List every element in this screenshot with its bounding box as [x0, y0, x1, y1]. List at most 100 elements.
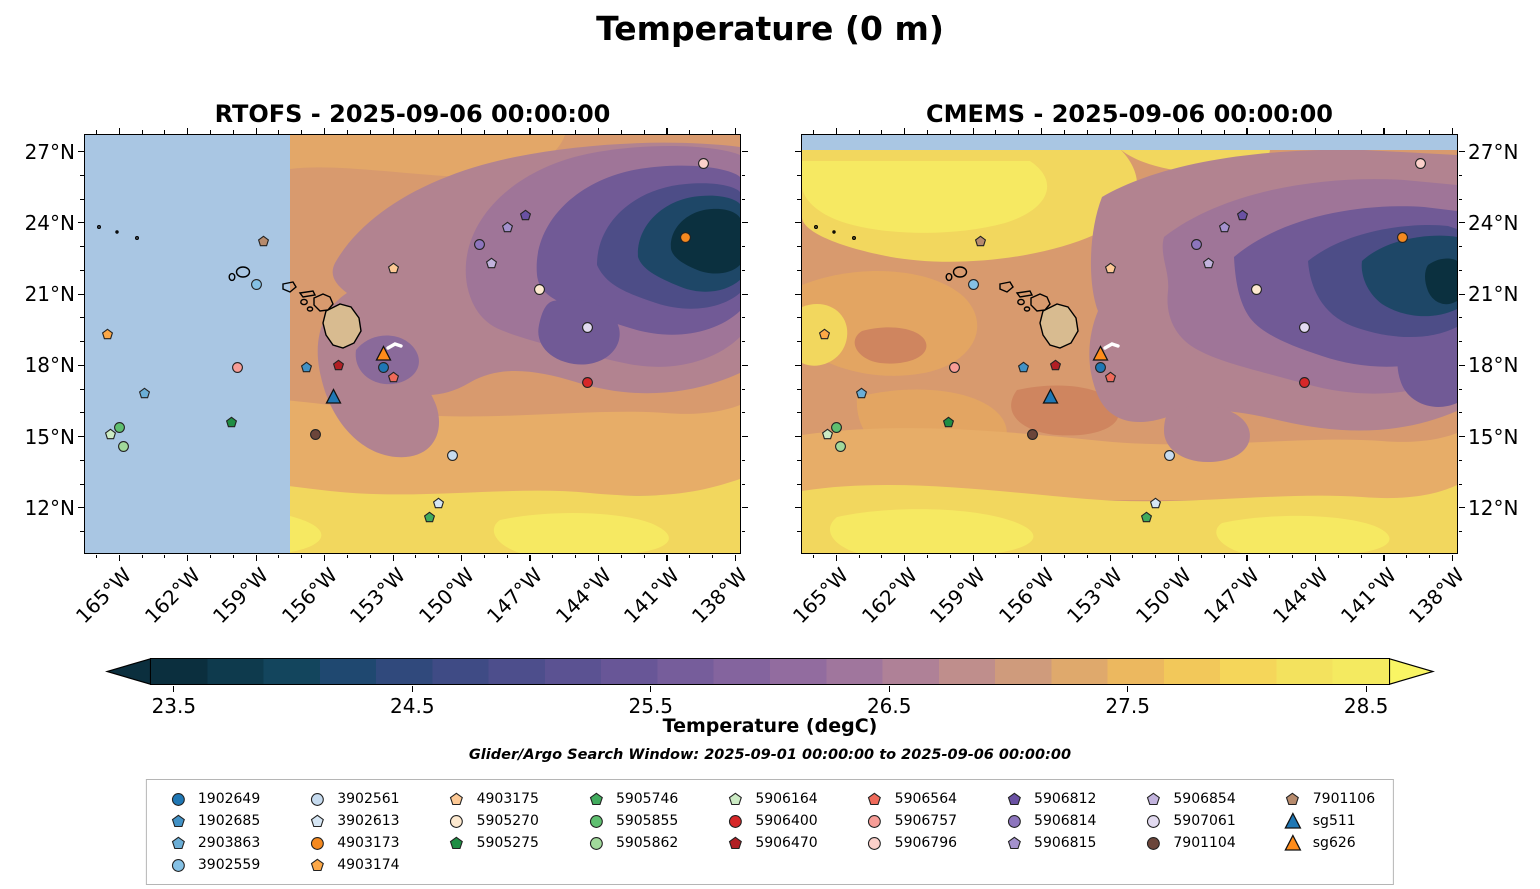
tick-mark	[255, 554, 257, 561]
legend-label: sg511	[1312, 813, 1356, 829]
tick-mark	[77, 436, 84, 438]
tick-mark	[741, 246, 745, 248]
float-marker-sg511	[1042, 387, 1059, 405]
tick-mark	[438, 554, 440, 558]
float-marker-2903863	[138, 387, 151, 400]
legend-item-5907061: 5907061	[1140, 811, 1236, 831]
tick-mark	[643, 130, 645, 134]
tick-mark	[187, 554, 189, 561]
tick-mark	[797, 341, 801, 343]
tick-mark	[881, 554, 883, 558]
tick-mark	[797, 531, 801, 533]
tick-mark	[80, 174, 84, 176]
float-marker-5905855	[830, 421, 843, 434]
tick-mark	[995, 130, 997, 134]
tick-mark	[797, 388, 801, 390]
legend-item-2903863: 2903863	[165, 833, 260, 853]
legend-label: 5906796	[894, 835, 958, 851]
colorbar-label: Temperature (degC)	[662, 715, 878, 737]
legend-label: 3902559	[197, 857, 261, 873]
tick-mark	[369, 554, 371, 558]
float-marker-5905862	[834, 440, 847, 453]
tick-mark	[741, 293, 748, 295]
tick-mark	[1458, 341, 1462, 343]
circle-marker-icon	[304, 836, 330, 851]
tick-mark	[141, 554, 143, 558]
tick-mark	[741, 483, 745, 485]
tick-mark	[741, 459, 745, 461]
tick-mark	[741, 269, 745, 271]
tick-mark	[949, 130, 951, 134]
legend-column: 1902649 1902685 2903863 3902559	[165, 789, 260, 875]
tick-mark	[483, 554, 485, 558]
tick-mark	[881, 130, 883, 134]
tick-mark	[1458, 483, 1462, 485]
tick-mark	[797, 459, 801, 461]
tick-mark	[164, 130, 166, 134]
pentagon-marker-icon	[304, 858, 330, 873]
tick-mark	[483, 130, 485, 134]
legend-label: 7901106	[1312, 791, 1376, 807]
tick-mark	[95, 554, 97, 558]
legend-item-4903174: 4903174	[304, 855, 400, 875]
tick-mark	[1458, 412, 1462, 414]
tick-mark	[575, 130, 577, 134]
tick-mark	[1109, 127, 1111, 134]
tick-mark	[118, 127, 120, 134]
colorbar-tick	[1365, 686, 1367, 692]
tick-mark	[77, 151, 84, 153]
tick-mark	[1337, 554, 1339, 558]
legend-item-7901104: 7901104	[1140, 833, 1236, 853]
float-marker-5905746	[423, 511, 436, 524]
circle-marker-icon	[165, 858, 191, 873]
tick-mark	[597, 127, 600, 134]
tick-mark	[1458, 364, 1465, 366]
float-marker-5906796	[697, 157, 710, 170]
float-marker-5905746	[1140, 511, 1153, 524]
tick-mark	[1086, 130, 1088, 134]
legend-label: 5905746	[615, 791, 679, 807]
tick-mark	[1458, 507, 1465, 509]
float-marker-7901104	[309, 428, 322, 441]
legend-label: 7901104	[1173, 835, 1236, 851]
legend-label: 5906757	[894, 813, 958, 829]
float-marker-5906815	[1218, 221, 1231, 234]
circle-marker-icon	[722, 814, 748, 829]
legend-item-5906854: 5906854	[1140, 789, 1236, 809]
tick-mark	[741, 151, 748, 153]
tick-mark	[301, 554, 303, 558]
legend-label: 5906400	[755, 813, 818, 829]
float-marker-5907061	[581, 321, 594, 334]
tick-mark	[552, 554, 554, 558]
tick-mark	[666, 554, 668, 561]
tick-mark	[712, 554, 714, 558]
cmems-temperature-field	[802, 135, 1457, 553]
legend-label: 5906812	[1034, 791, 1097, 807]
float-marker-5906164	[821, 428, 834, 441]
tick-mark	[741, 341, 745, 343]
y-tick-label: 27°N	[24, 139, 75, 164]
float-marker-5906814	[473, 238, 486, 251]
tick-mark	[1177, 127, 1180, 134]
float-marker-5906854	[485, 257, 498, 270]
float-marker-5906470	[332, 359, 345, 372]
colorbar-tick	[173, 686, 175, 692]
float-marker-7901104	[1026, 428, 1039, 441]
tick-mark	[972, 127, 974, 134]
tick-mark	[1458, 269, 1462, 271]
pentagon-marker-icon	[444, 836, 470, 851]
legend-label: 5905270	[476, 813, 539, 829]
tick-mark	[415, 554, 417, 558]
float-marker-7901106	[257, 235, 270, 248]
colorbar-tick-label: 24.5	[390, 694, 435, 718]
tick-mark	[346, 130, 348, 134]
tick-mark	[1041, 127, 1043, 134]
tick-mark	[1458, 174, 1462, 176]
float-marker-5905270	[533, 283, 546, 296]
tick-mark	[1200, 130, 1202, 134]
tick-mark	[1458, 222, 1465, 224]
tick-mark	[1383, 127, 1385, 134]
float-marker-5906400	[1298, 376, 1311, 389]
legend-item-5906400: 5906400	[722, 811, 818, 831]
legend-label: 5906164	[755, 791, 818, 807]
